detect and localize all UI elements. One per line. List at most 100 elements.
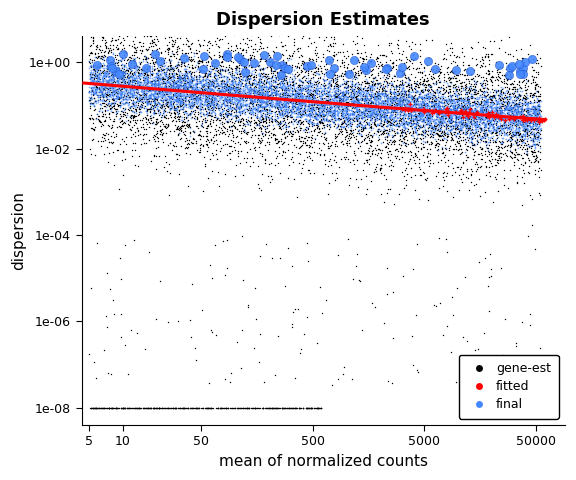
Point (211, 89, 220, 97)
Point (506, 117, 515, 124)
Point (458, 121, 467, 129)
Point (147, 83, 157, 90)
Point (103, 99, 112, 107)
Point (338, 107, 347, 115)
Point (152, 116, 161, 123)
Point (413, 87, 422, 95)
Point (281, 100, 290, 108)
Point (189, 85, 198, 93)
Point (225, 85, 234, 93)
Point (173, 67, 183, 75)
Point (96, 96, 105, 104)
Point (362, 106, 372, 113)
Point (438, 102, 447, 110)
Point (181, 55, 191, 63)
Point (141, 53, 150, 61)
Point (521, 94, 530, 102)
Point (434, 121, 443, 129)
Point (112, 96, 122, 103)
Point (344, 99, 354, 107)
Point (230, 89, 240, 97)
Point (262, 98, 271, 106)
Point (470, 108, 479, 116)
Point (180, 62, 190, 70)
Point (401, 139, 411, 146)
Point (448, 109, 457, 117)
Point (457, 103, 467, 110)
Point (434, 87, 444, 95)
Point (262, 58, 271, 65)
Point (191, 83, 200, 91)
Point (221, 93, 230, 101)
Point (306, 133, 316, 141)
Point (399, 93, 408, 100)
Point (118, 67, 127, 75)
Point (118, 74, 127, 82)
Point (253, 103, 263, 111)
Point (362, 94, 372, 102)
Point (445, 96, 454, 104)
Point (399, 113, 408, 121)
Point (307, 105, 316, 112)
Point (257, 26, 266, 34)
Point (426, 115, 435, 123)
Point (134, 69, 143, 76)
Point (415, 122, 424, 130)
Point (404, 105, 413, 112)
Point (134, 88, 143, 96)
Point (180, 76, 190, 84)
Point (492, 104, 501, 112)
Point (481, 44, 490, 52)
Point (483, 111, 492, 119)
Point (381, 102, 391, 110)
Point (509, 120, 518, 128)
Point (488, 108, 497, 116)
Point (260, 102, 269, 109)
Point (464, 96, 473, 104)
Point (126, 127, 135, 134)
Point (216, 87, 225, 95)
Point (473, 112, 482, 120)
Point (365, 96, 374, 104)
Point (423, 107, 432, 115)
Point (96, 70, 105, 77)
Point (255, 404, 264, 411)
Point (180, 128, 190, 135)
Point (387, 95, 396, 103)
Point (487, 104, 496, 111)
Point (241, 97, 250, 105)
Point (225, 89, 234, 97)
Point (366, 123, 376, 131)
Point (426, 72, 435, 80)
Point (487, 106, 496, 114)
Point (231, 83, 240, 91)
Point (443, 111, 452, 119)
Point (173, 87, 183, 95)
Point (145, 68, 154, 75)
Point (162, 72, 171, 79)
Point (514, 124, 523, 132)
Point (464, 96, 473, 104)
Point (457, 70, 467, 77)
Point (497, 90, 506, 97)
Point (517, 108, 526, 115)
Point (343, 101, 353, 109)
Point (366, 131, 376, 139)
Point (313, 61, 322, 69)
Point (158, 85, 168, 93)
Point (502, 93, 511, 101)
Point (207, 85, 217, 93)
Point (128, 85, 137, 93)
Point (156, 71, 165, 78)
Point (202, 128, 211, 135)
Point (88, 58, 97, 66)
Point (360, 135, 369, 143)
Point (411, 126, 420, 134)
Point (509, 141, 518, 148)
Point (456, 145, 465, 153)
Point (327, 381, 336, 389)
Point (406, 156, 415, 163)
Point (329, 71, 339, 78)
Point (141, 55, 150, 63)
Point (395, 49, 404, 57)
